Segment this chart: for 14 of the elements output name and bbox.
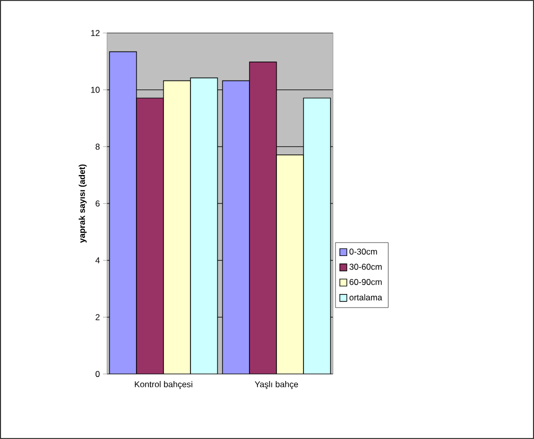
y-tick-label: 10 — [91, 86, 100, 93]
y-tick-label: 0 — [96, 370, 100, 377]
legend-label: 0-30cm — [349, 248, 377, 255]
x-tick-label: Yaşlı bahçe — [254, 381, 298, 389]
legend-label: 60-90cm — [350, 278, 382, 285]
legend-label: 30-60cm — [349, 264, 382, 270]
y-tick-label: 8 — [96, 144, 100, 150]
y-axis-title: yaprak sayısı (adet) — [78, 164, 87, 243]
legend-label: ortalama — [350, 294, 382, 300]
y-tick-label: 4 — [95, 257, 100, 264]
x-tick-label: Kontrol bahçesi — [134, 381, 192, 389]
y-tick-label: 12 — [91, 30, 100, 36]
y-tick-label: 2 — [96, 314, 100, 320]
y-tick-label: 6 — [96, 200, 100, 206]
